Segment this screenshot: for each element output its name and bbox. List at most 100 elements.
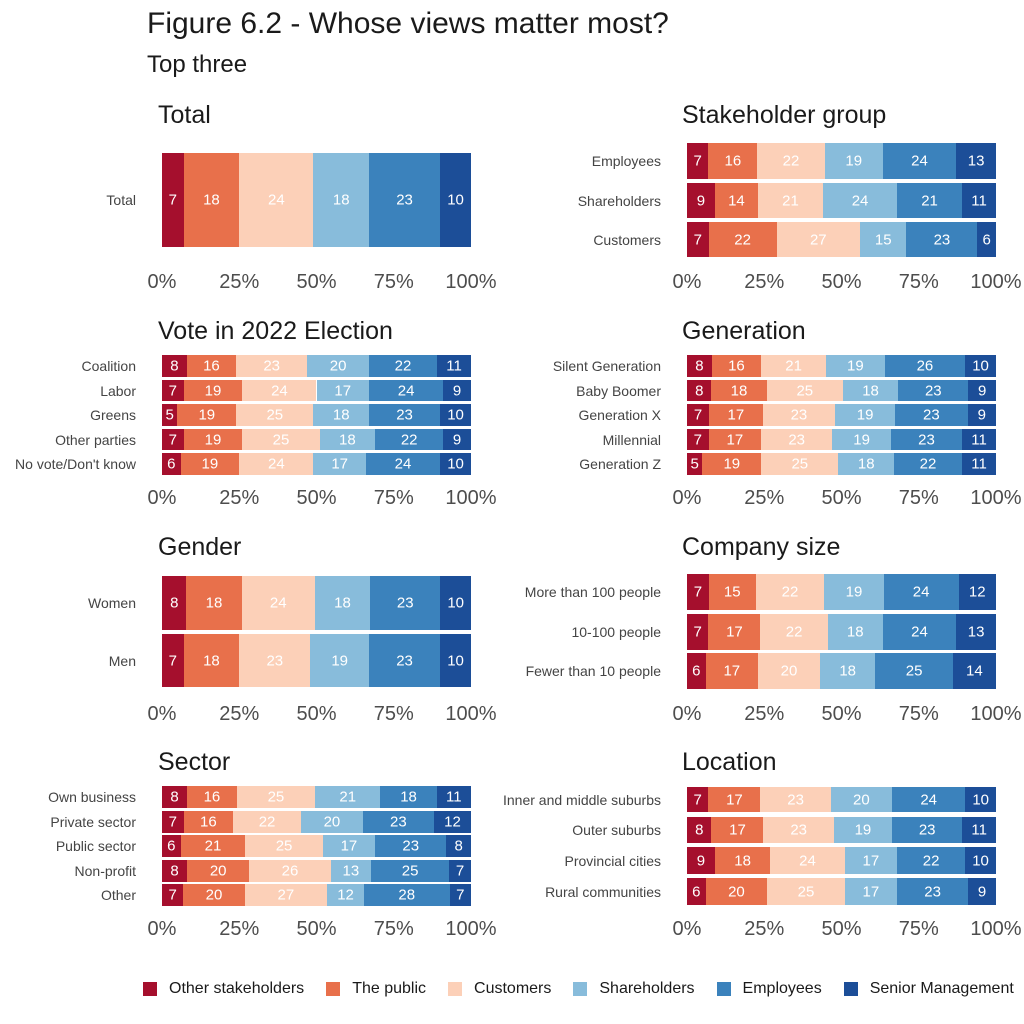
data-label: 19 bbox=[845, 583, 863, 601]
row-label: Generation Z bbox=[579, 456, 661, 472]
bar-segment-the-public bbox=[708, 787, 761, 812]
data-label: 19 bbox=[331, 652, 349, 669]
row-label: Outer suburbs bbox=[572, 822, 661, 838]
data-label: 12 bbox=[337, 886, 354, 904]
bar-segment-employees bbox=[897, 183, 962, 218]
bar-segment-shareholders bbox=[313, 153, 370, 247]
legend-label: Other stakeholders bbox=[169, 980, 305, 997]
bar-segment-shareholders bbox=[827, 614, 883, 650]
data-label: 17 bbox=[340, 837, 358, 855]
bar-segment-senior-management bbox=[440, 453, 471, 475]
bar-segment-customers bbox=[760, 787, 831, 812]
data-label: 24 bbox=[269, 594, 287, 612]
x-tick-label: 75% bbox=[373, 918, 414, 940]
data-label: 25 bbox=[796, 382, 814, 399]
bar-segment-other-stakeholders bbox=[162, 835, 181, 857]
bar-segment-shareholders bbox=[844, 878, 898, 905]
data-label: 9 bbox=[696, 852, 706, 869]
data-label: 7 bbox=[693, 791, 702, 808]
bar-segment-senior-management bbox=[967, 404, 996, 426]
row-label: Labor bbox=[100, 382, 136, 399]
data-label: 22 bbox=[734, 231, 751, 248]
legend-item-senior-management: Senior Management bbox=[843, 980, 1014, 998]
bar-segment-other-stakeholders bbox=[687, 222, 709, 257]
bar-segment-the-public bbox=[186, 860, 250, 882]
data-label: 9 bbox=[696, 192, 706, 209]
data-label: 7 bbox=[693, 431, 702, 448]
bar-segment-other-stakeholders bbox=[162, 355, 187, 377]
x-tick-label: 25% bbox=[744, 487, 785, 509]
x-tick-label: 75% bbox=[373, 271, 414, 293]
x-tick-label: 25% bbox=[219, 918, 260, 940]
bar-segment-employees bbox=[369, 380, 444, 401]
bar-segment-employees bbox=[897, 847, 966, 874]
bar-segment-employees bbox=[894, 453, 962, 475]
data-label: 26 bbox=[281, 862, 299, 880]
bar-segment-other-stakeholders bbox=[162, 576, 187, 630]
row-label: Men bbox=[108, 652, 136, 669]
x-tick-label: 100% bbox=[445, 271, 497, 293]
bar-segment-customers bbox=[758, 653, 820, 689]
figure-title: Figure 6.2 - Whose views matter most? bbox=[147, 7, 669, 40]
data-label: 8 bbox=[695, 357, 704, 375]
bar-segment-employees bbox=[884, 355, 966, 377]
data-label: 20 bbox=[205, 886, 223, 904]
data-label: 18 bbox=[205, 594, 223, 612]
bar-segment-senior-management bbox=[968, 380, 996, 401]
bar-segment-shareholders bbox=[835, 404, 896, 426]
bar-segment-the-public bbox=[708, 574, 756, 610]
data-label: 11 bbox=[971, 192, 987, 209]
bar-segment-the-public bbox=[708, 614, 761, 650]
x-tick-label: 100% bbox=[970, 487, 1022, 509]
data-label: 11 bbox=[971, 455, 987, 473]
data-label: 16 bbox=[728, 357, 745, 375]
data-label: 26 bbox=[916, 357, 934, 375]
data-label: 19 bbox=[198, 406, 216, 424]
data-label: 7 bbox=[168, 431, 177, 448]
bar-segment-employees bbox=[895, 404, 968, 426]
x-tick-label: 0% bbox=[147, 703, 177, 725]
data-label: 25 bbox=[267, 788, 285, 806]
data-label: 17 bbox=[726, 791, 743, 808]
panel-title: Total bbox=[158, 101, 211, 129]
bar-segment-the-public bbox=[183, 811, 234, 833]
bar-segment-other-stakeholders bbox=[687, 143, 709, 179]
data-label: 20 bbox=[329, 357, 347, 375]
bar-segment-the-public bbox=[180, 835, 246, 857]
legend-swatch bbox=[716, 982, 731, 996]
row-label: Other parties bbox=[55, 431, 136, 448]
data-label: 24 bbox=[851, 192, 869, 209]
data-label: 27 bbox=[277, 886, 295, 904]
bar-segment-other-stakeholders bbox=[162, 380, 184, 401]
data-label: 23 bbox=[788, 431, 806, 448]
legend-label: Senior Management bbox=[869, 980, 1014, 997]
data-label: 23 bbox=[402, 837, 420, 855]
bar-segment-other-stakeholders bbox=[162, 884, 184, 906]
legend: Other stakeholders The public Customers Sha… bbox=[143, 980, 1014, 998]
data-label: 19 bbox=[723, 455, 741, 473]
bar-segment-shareholders bbox=[314, 576, 371, 630]
data-label: 17 bbox=[729, 821, 746, 839]
data-label: 18 bbox=[332, 191, 350, 209]
bar-segment-employees bbox=[365, 453, 441, 475]
data-label: 14 bbox=[728, 192, 745, 209]
bar-segment-customers bbox=[244, 884, 328, 906]
data-label: 10 bbox=[447, 191, 464, 209]
data-label: 8 bbox=[170, 594, 179, 612]
data-label: 24 bbox=[397, 382, 415, 399]
bar-segment-senior-management bbox=[443, 380, 471, 401]
data-label: 25 bbox=[275, 837, 293, 855]
x-tick-label: 100% bbox=[445, 487, 497, 509]
data-label: 17 bbox=[334, 382, 352, 399]
bar-segment-senior-management bbox=[433, 811, 471, 833]
legend-swatch bbox=[843, 982, 858, 996]
x-tick-label: 0% bbox=[147, 271, 177, 293]
row-label: Fewer than 10 people bbox=[525, 663, 661, 679]
x-tick-label: 75% bbox=[898, 487, 939, 509]
bar-segment-the-public bbox=[186, 355, 237, 377]
data-label: 10 bbox=[972, 357, 989, 375]
